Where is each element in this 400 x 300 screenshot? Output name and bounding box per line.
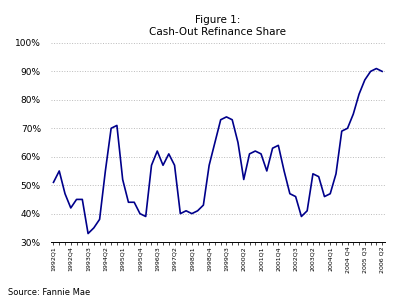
Text: Source: Fannie Mae: Source: Fannie Mae [8,288,90,297]
Title: Figure 1:
Cash-Out Refinance Share: Figure 1: Cash-Out Refinance Share [149,15,286,37]
